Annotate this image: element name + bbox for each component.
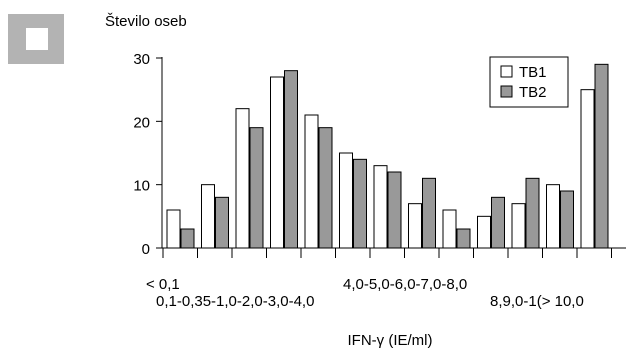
bar-tb2-8	[456, 228, 471, 249]
y-tick-label-30: 30	[133, 51, 150, 68]
x-tick-label-row2-a: 0,1-0,35-1,0-2,0-3,0-4,0	[156, 293, 314, 310]
bar-tb1-1	[201, 184, 215, 249]
bar-tb2-9	[491, 196, 505, 249]
y-tick-label-20: 20	[133, 114, 150, 131]
bar-tb1-3	[270, 76, 284, 249]
bar-tb1-9	[477, 215, 491, 249]
bar-tb1-2	[235, 108, 250, 249]
y-axis-label: Število oseb	[105, 13, 187, 30]
bar-tb2-4	[318, 127, 333, 249]
bar-tb1-4	[304, 114, 319, 249]
bar-tb2-1	[215, 196, 229, 249]
bar-tb2-7	[422, 177, 436, 249]
legend-box	[489, 56, 569, 108]
legend-swatch-tb2	[500, 85, 513, 98]
x-axis-label: IFN-γ (IE/ml)	[348, 332, 433, 349]
bar-tb1-10	[511, 203, 526, 249]
bar-tb2-5	[353, 158, 367, 249]
y-tick-label-0: 0	[142, 241, 150, 258]
x-tick-label-row1-a: < 0,1	[146, 276, 180, 293]
legend-label-tb2: TB2	[519, 84, 547, 101]
decorative-white-square	[26, 28, 48, 50]
bar-tb1-8	[442, 209, 457, 249]
x-tick-label-row2-b: 8,9,0-1(> 10,0	[490, 293, 584, 310]
bar-tb2-6	[387, 171, 402, 249]
bar-tb1-11	[546, 184, 560, 249]
legend-label-tb1: TB1	[519, 64, 547, 81]
bar-tb1-5	[339, 152, 353, 249]
bar-tb1-6	[373, 165, 388, 249]
bar-tb2-0	[180, 228, 195, 249]
y-tick-label-10: 10	[133, 178, 150, 195]
bar-tb2-11	[560, 190, 574, 249]
bar-tb2-10	[525, 177, 540, 249]
bar-tb2-3	[284, 70, 298, 249]
bar-tb2-12	[594, 63, 609, 249]
bar-tb1-0	[166, 209, 181, 249]
bar-tb2-2	[249, 127, 264, 249]
legend-swatch-tb1	[500, 65, 513, 78]
x-tick-label-row1-b: 4,0-5,0-6,0-7,0-8,0	[343, 276, 467, 293]
bar-tb1-12	[580, 89, 595, 249]
legend: TB1 TB2	[489, 56, 569, 108]
bar-tb1-7	[408, 203, 422, 249]
